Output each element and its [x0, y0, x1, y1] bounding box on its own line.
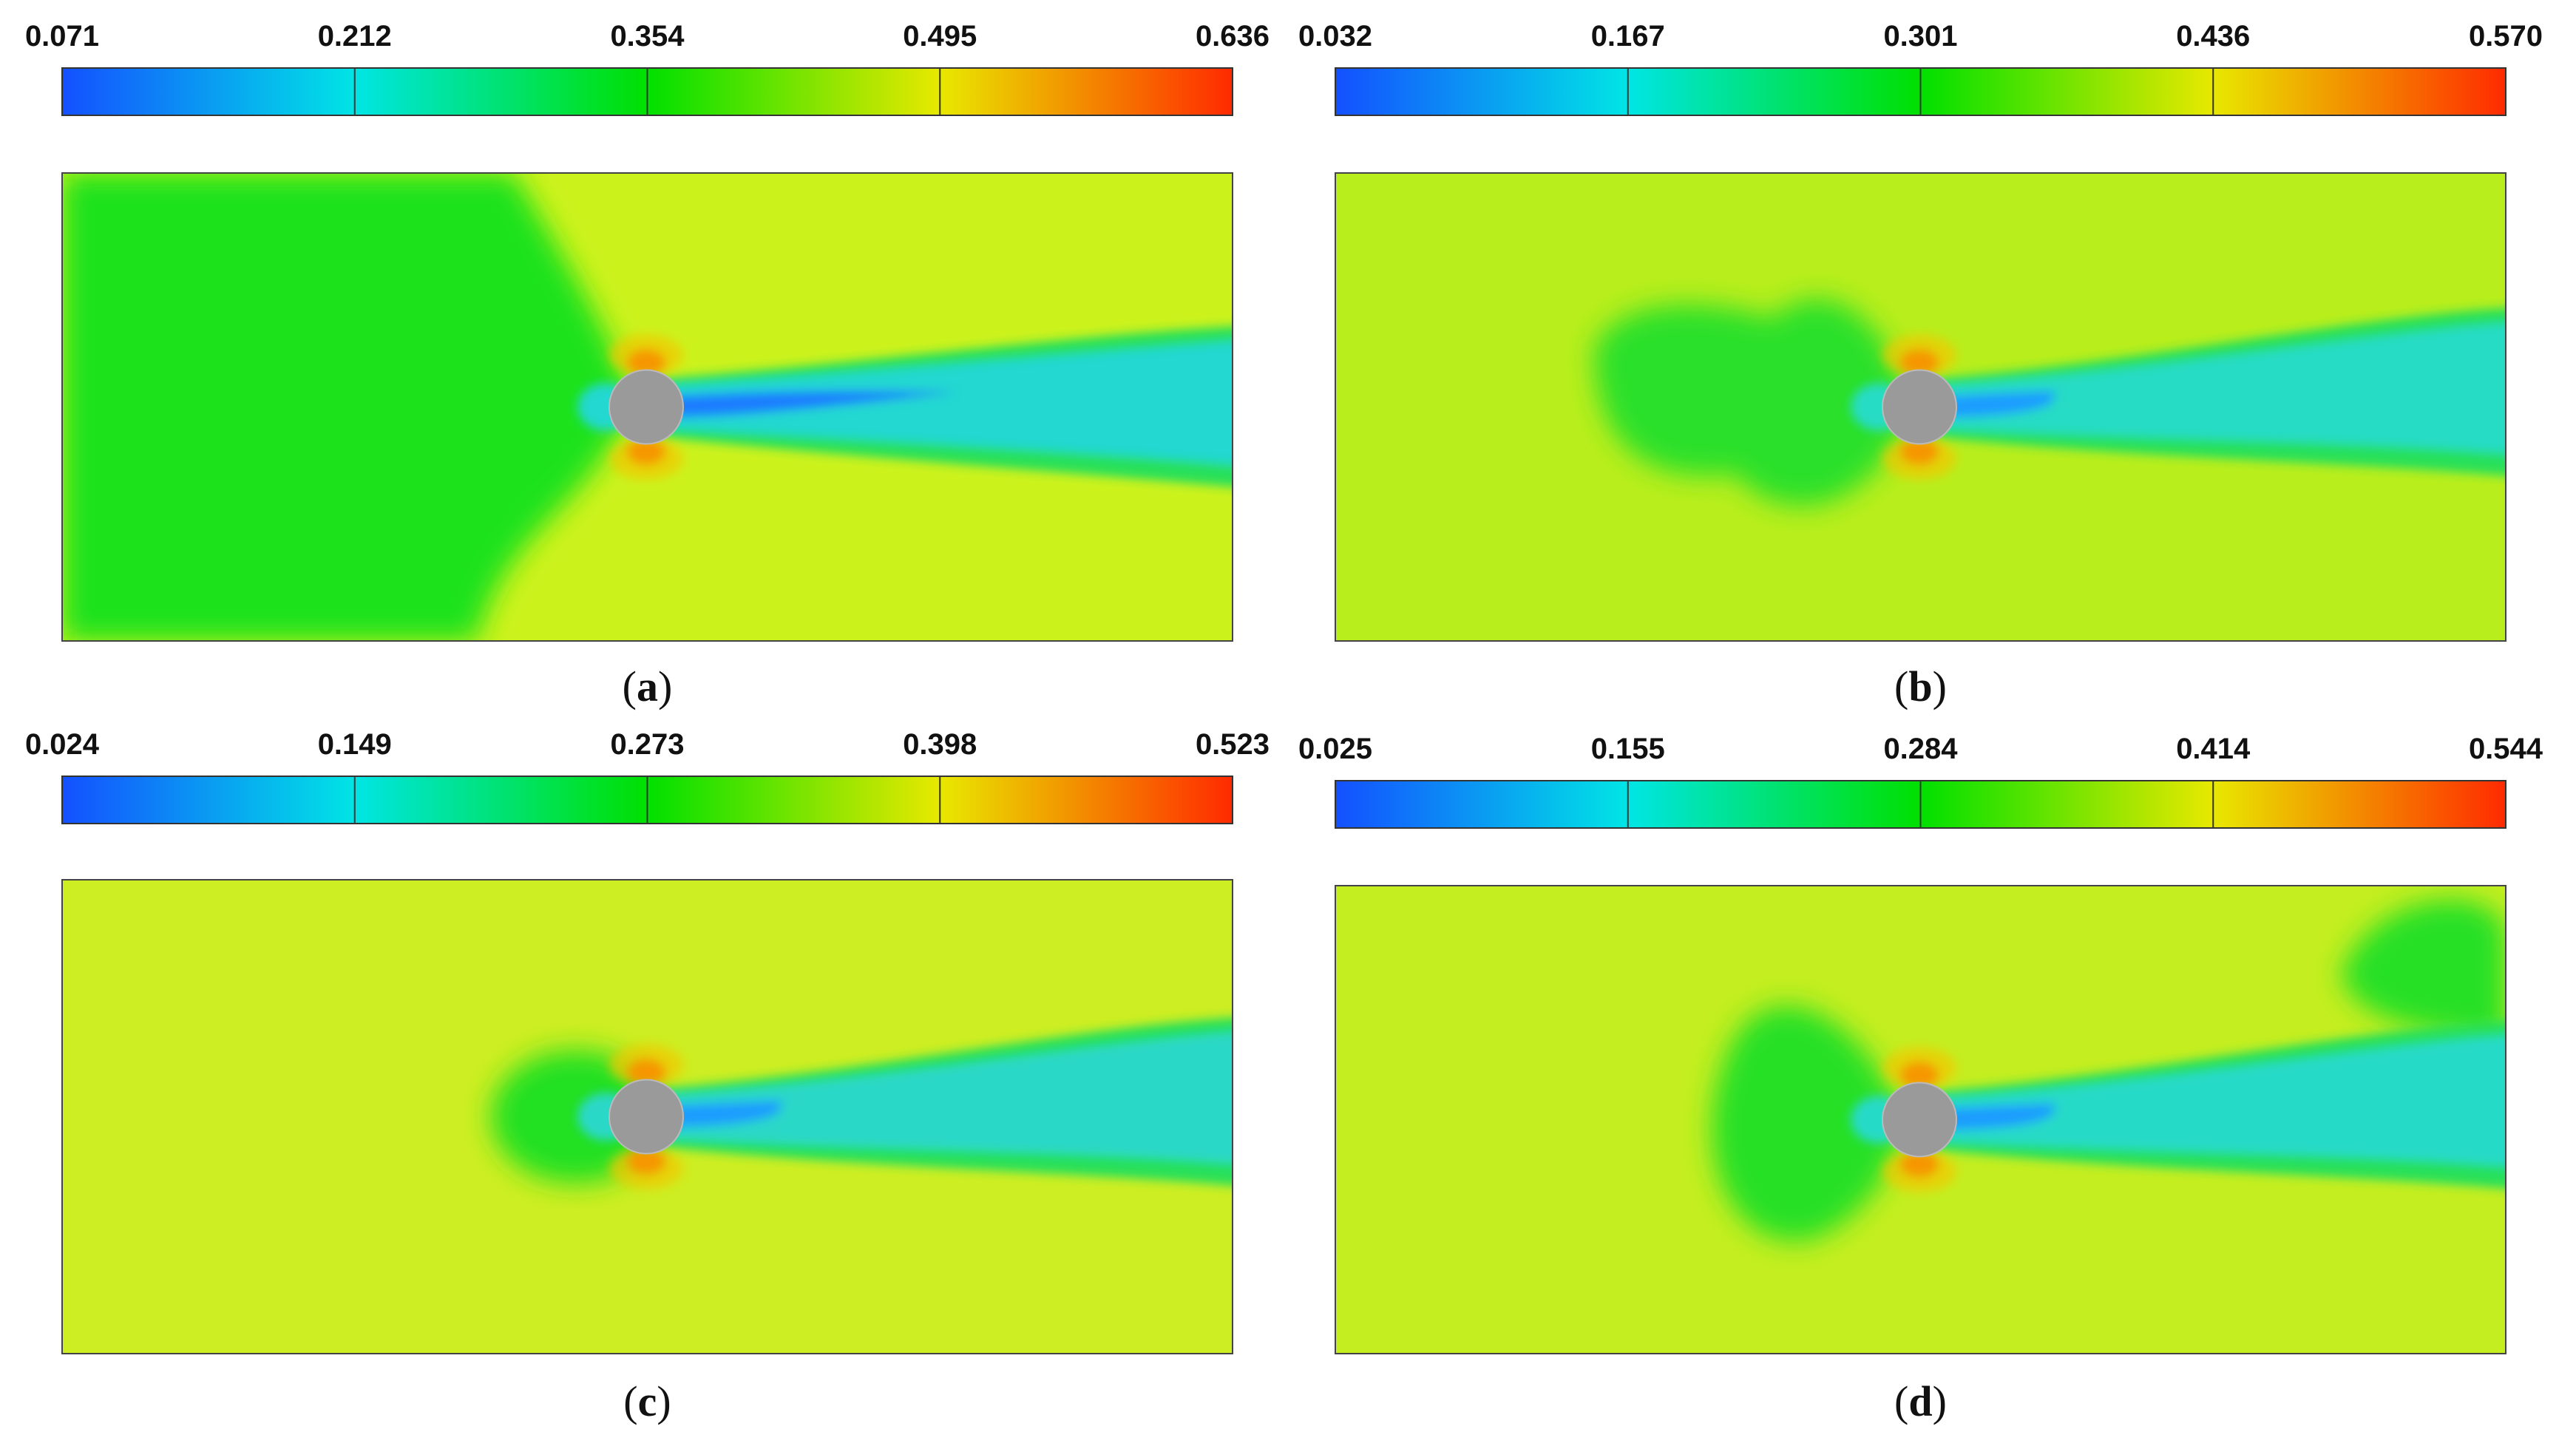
velocity-field	[1335, 886, 2506, 1354]
colorbar: 0.032 0.167 0.301 0.436 0.570	[1298, 20, 2543, 116]
field-frame	[61, 172, 1233, 642]
upstream-region	[1712, 900, 2506, 1241]
colorbar-tick-label: 0.301	[1883, 20, 1957, 52]
colorbar-tick-label: 0.284	[1883, 733, 1958, 765]
colorbar: 0.024 0.149 0.273 0.398 0.523	[25, 728, 1270, 824]
wake-region	[1851, 308, 2506, 476]
colorbar-tick-label: 0.273	[610, 728, 684, 761]
panel-c: 0.024 0.149 0.273 0.398 0.523 (c)	[25, 728, 1270, 1425]
colorbar-tick-label: 0.155	[1591, 733, 1665, 765]
field-frame	[1335, 172, 2506, 642]
cylinder	[609, 1079, 684, 1155]
field-frame	[61, 879, 1233, 1354]
wake-region	[577, 1017, 1233, 1186]
colorbar-tick-label: 0.025	[1298, 733, 1372, 765]
colorbar-tick-label: 0.024	[25, 728, 100, 761]
colorbar-tick-label: 0.544	[2469, 733, 2543, 765]
colorbar-tick-label: 0.436	[2176, 20, 2250, 52]
panel-label: (b)	[1894, 662, 1947, 710]
wake-region	[577, 326, 1233, 487]
upstream-region	[1594, 299, 1912, 506]
high-velocity-lobes	[609, 334, 683, 480]
cylinder	[1882, 369, 1957, 445]
panel-a: 0.071 0.212 0.354 0.495 0.636 (a)	[25, 20, 1270, 710]
panel-label: (a)	[623, 662, 673, 710]
upstream-region	[491, 1050, 661, 1184]
velocity-field	[62, 880, 1233, 1354]
colorbar-tick-label: 0.570	[2469, 20, 2543, 52]
velocity-field	[62, 173, 1233, 641]
wake-region	[1851, 1020, 2506, 1189]
colorbar-tick-label: 0.523	[1196, 728, 1270, 761]
panel-b: 0.032 0.167 0.301 0.436 0.570 (b)	[1298, 20, 2543, 710]
panel-d: 0.025 0.155 0.284 0.414 0.544 (d)	[1298, 733, 2543, 1425]
colorbar-tick-label: 0.167	[1591, 20, 1665, 52]
upstream-region	[62, 173, 631, 641]
colorbar: 0.071 0.212 0.354 0.495 0.636	[25, 20, 1270, 116]
colorbar-tick-label: 0.032	[1298, 20, 1372, 52]
colorbar-tick-label: 0.495	[903, 20, 977, 52]
panel-label: (d)	[1894, 1377, 1947, 1425]
high-velocity-lobes	[1882, 1047, 1956, 1192]
velocity-field	[1335, 173, 2506, 641]
cylinder	[1882, 1082, 1957, 1158]
colorbar-tick-label: 0.398	[903, 728, 977, 761]
colorbar-tick-label: 0.071	[25, 20, 99, 52]
colorbar-tick-label: 0.149	[318, 728, 392, 761]
colorbar-tick-label: 0.636	[1196, 20, 1270, 52]
colorbar-tick-label: 0.212	[318, 20, 392, 52]
colorbar-tick-label: 0.354	[610, 20, 685, 52]
field-frame	[1335, 885, 2506, 1354]
cylinder	[609, 369, 684, 445]
high-velocity-lobes	[1882, 334, 1956, 480]
high-velocity-lobes	[609, 1044, 683, 1190]
colorbar: 0.025 0.155 0.284 0.414 0.544	[1298, 733, 2543, 829]
panel-label: (c)	[623, 1377, 671, 1425]
colorbar-tick-label: 0.414	[2176, 733, 2251, 765]
